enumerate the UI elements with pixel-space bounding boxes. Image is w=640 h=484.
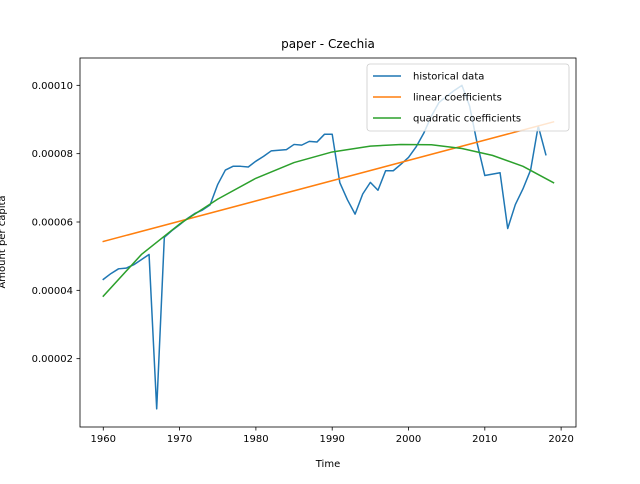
x-tick-label: 1990 bbox=[319, 434, 344, 445]
y-tick-label: 0.00004 bbox=[32, 286, 73, 297]
y-tick-label: 0.00002 bbox=[32, 354, 73, 365]
x-tick-label: 2010 bbox=[472, 434, 497, 445]
x-tick-label: 2020 bbox=[548, 434, 573, 445]
x-axis: 1960 1970 1980 1990 2000 2010 2020 bbox=[91, 427, 574, 445]
legend-label-linear-coefficients: linear coefficients bbox=[413, 93, 502, 104]
x-tick-label: 1970 bbox=[167, 434, 192, 445]
y-axis-label: Amount per capita bbox=[0, 195, 8, 288]
legend-label-historical-data: historical data bbox=[413, 72, 484, 83]
x-tick-label: 1980 bbox=[243, 434, 268, 445]
series-line-quadratic-coefficients bbox=[102, 143, 555, 298]
legend-box bbox=[366, 63, 570, 132]
legend-label-quadratic-coefficients: quadratic coefficients bbox=[413, 114, 521, 125]
y-tick-label: 0.00006 bbox=[32, 218, 73, 229]
x-tick-label: 2000 bbox=[396, 434, 421, 445]
plot-frame bbox=[79, 57, 577, 428]
series-line-linear-coefficients bbox=[102, 120, 555, 243]
x-axis-label: Time bbox=[315, 459, 340, 470]
y-tick-label: 0.00010 bbox=[32, 81, 73, 92]
legend: historical data linear coefficients quadra… bbox=[366, 63, 570, 132]
y-tick-label: 0.00008 bbox=[32, 149, 73, 160]
x-tick-label: 1960 bbox=[91, 434, 116, 445]
y-axis: 0.00002 0.00004 0.00006 0.00008 0.00010 bbox=[32, 81, 80, 365]
chart-title: paper - Czechia bbox=[281, 37, 375, 51]
